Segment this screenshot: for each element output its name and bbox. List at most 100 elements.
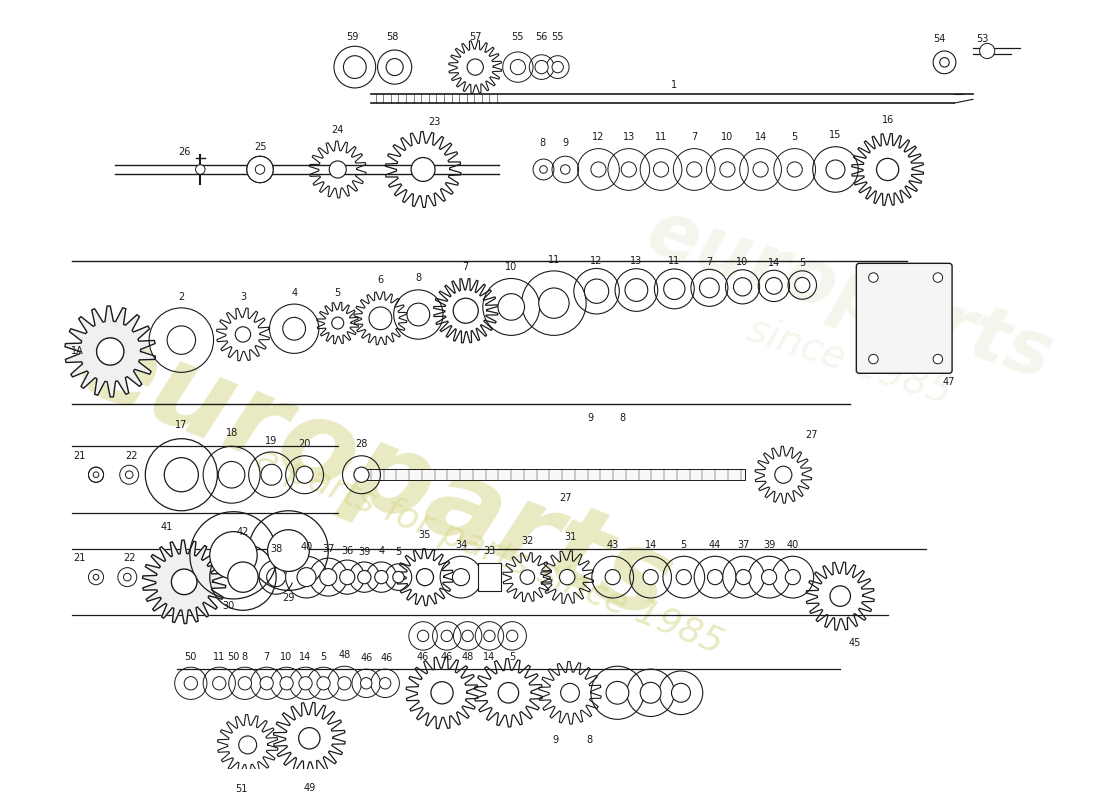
Circle shape <box>539 288 569 318</box>
Text: 21: 21 <box>74 553 86 563</box>
Circle shape <box>172 569 197 594</box>
Circle shape <box>869 354 878 364</box>
Circle shape <box>552 62 563 73</box>
Text: 8: 8 <box>586 735 592 745</box>
Text: 37: 37 <box>737 540 750 550</box>
Circle shape <box>671 683 691 702</box>
Circle shape <box>826 160 845 179</box>
Circle shape <box>417 569 433 586</box>
Text: 13: 13 <box>623 132 635 142</box>
Text: 14: 14 <box>768 258 780 268</box>
Circle shape <box>343 56 366 78</box>
Text: 58: 58 <box>386 32 399 42</box>
Circle shape <box>441 630 452 642</box>
Circle shape <box>393 571 404 583</box>
Text: 13: 13 <box>630 256 642 266</box>
Text: 8: 8 <box>539 138 546 148</box>
Circle shape <box>621 162 637 177</box>
Text: 50: 50 <box>185 652 197 662</box>
Text: 39: 39 <box>359 547 371 558</box>
Text: 38: 38 <box>270 544 283 554</box>
Text: 57: 57 <box>469 32 482 42</box>
Circle shape <box>239 677 252 690</box>
Text: 36: 36 <box>341 546 353 555</box>
Circle shape <box>484 630 495 642</box>
Polygon shape <box>143 540 226 623</box>
Text: 5: 5 <box>320 652 327 662</box>
Text: 9: 9 <box>552 735 559 745</box>
Text: 29: 29 <box>283 593 295 603</box>
Text: 27: 27 <box>559 494 572 503</box>
Circle shape <box>462 630 473 642</box>
Circle shape <box>320 569 337 586</box>
Text: 14: 14 <box>299 652 311 662</box>
Text: 51: 51 <box>235 783 248 794</box>
Text: 46: 46 <box>381 653 393 662</box>
Text: 5: 5 <box>509 652 515 662</box>
Text: 46: 46 <box>360 653 372 662</box>
Circle shape <box>766 278 782 294</box>
Circle shape <box>785 570 801 585</box>
Circle shape <box>338 677 351 690</box>
Polygon shape <box>65 306 155 397</box>
Circle shape <box>297 568 316 586</box>
Text: 37: 37 <box>322 544 334 554</box>
Text: 22: 22 <box>123 553 135 563</box>
Circle shape <box>94 574 99 580</box>
Text: 12: 12 <box>592 132 605 142</box>
Text: 11: 11 <box>548 254 560 265</box>
Text: 55: 55 <box>551 32 564 42</box>
Circle shape <box>606 682 629 704</box>
Text: 39: 39 <box>763 540 776 550</box>
Text: 19: 19 <box>265 436 277 446</box>
Text: 4: 4 <box>292 288 297 298</box>
Circle shape <box>279 677 294 690</box>
Circle shape <box>980 43 994 58</box>
Circle shape <box>605 570 620 585</box>
Text: 20: 20 <box>298 439 311 450</box>
Circle shape <box>329 161 346 178</box>
Circle shape <box>368 307 392 330</box>
Circle shape <box>830 586 850 606</box>
Text: 10: 10 <box>280 652 293 662</box>
Circle shape <box>644 570 658 585</box>
Circle shape <box>379 678 390 689</box>
Text: 33: 33 <box>483 546 496 555</box>
Circle shape <box>212 677 226 690</box>
Text: 42: 42 <box>236 526 249 537</box>
Circle shape <box>255 165 265 174</box>
Text: 34: 34 <box>455 540 468 550</box>
Text: 45: 45 <box>848 638 860 649</box>
Circle shape <box>358 570 371 584</box>
Circle shape <box>260 677 273 690</box>
Circle shape <box>560 570 575 585</box>
Circle shape <box>520 570 535 584</box>
Circle shape <box>540 166 548 174</box>
Text: europarts: europarts <box>638 194 1062 395</box>
Text: 46: 46 <box>417 652 429 662</box>
Text: 10: 10 <box>722 132 734 142</box>
Text: 43: 43 <box>606 540 619 550</box>
Text: 14: 14 <box>483 652 496 662</box>
Circle shape <box>97 338 124 365</box>
Text: 32: 32 <box>521 536 534 546</box>
Circle shape <box>506 630 518 642</box>
Text: 15: 15 <box>829 130 842 140</box>
Text: 12: 12 <box>591 256 603 266</box>
Text: 41: 41 <box>161 522 173 532</box>
Text: 9: 9 <box>587 413 594 423</box>
Text: 27: 27 <box>805 430 818 440</box>
FancyBboxPatch shape <box>856 263 953 374</box>
Circle shape <box>452 569 470 586</box>
Circle shape <box>498 294 525 320</box>
Circle shape <box>869 273 878 282</box>
Text: europarts: europarts <box>63 306 689 644</box>
Circle shape <box>625 278 648 302</box>
Text: 48: 48 <box>339 650 351 660</box>
Text: 35: 35 <box>419 530 431 541</box>
Circle shape <box>933 354 943 364</box>
Text: 50: 50 <box>228 652 240 662</box>
Circle shape <box>94 472 99 478</box>
Circle shape <box>196 165 205 174</box>
Circle shape <box>453 298 478 323</box>
